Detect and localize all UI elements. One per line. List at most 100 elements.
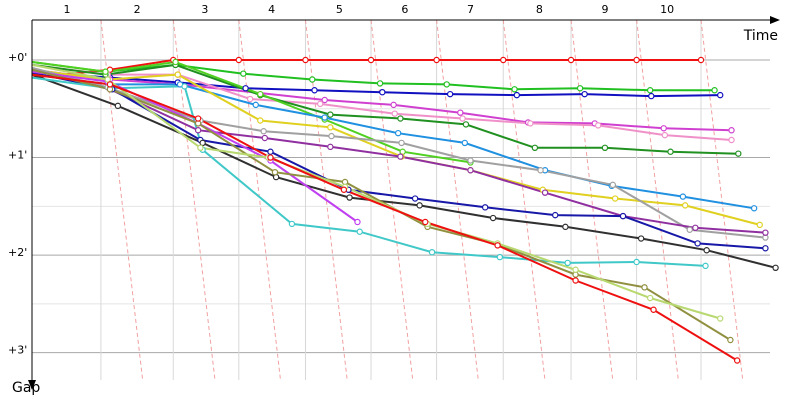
point xyxy=(397,115,404,122)
point xyxy=(500,56,507,64)
point xyxy=(302,56,309,64)
point xyxy=(267,154,274,161)
point xyxy=(422,218,429,226)
point xyxy=(242,85,249,92)
point xyxy=(309,76,316,83)
y-tick-label: +1' xyxy=(8,149,27,162)
point xyxy=(271,168,279,176)
point xyxy=(443,81,450,88)
point xyxy=(114,102,122,110)
point xyxy=(181,83,188,90)
point xyxy=(428,248,436,256)
point xyxy=(762,245,769,252)
point xyxy=(340,186,348,193)
point xyxy=(531,144,539,152)
point xyxy=(327,124,334,131)
point xyxy=(194,127,202,134)
lap-completion-line xyxy=(238,19,282,381)
point xyxy=(733,357,741,364)
point xyxy=(327,143,334,151)
y-axis-arrow xyxy=(28,380,36,390)
point xyxy=(633,258,640,266)
point xyxy=(750,205,758,212)
lap-completion-line xyxy=(304,19,348,381)
point xyxy=(288,220,296,228)
point xyxy=(703,247,710,254)
lap-completion-line xyxy=(700,19,744,381)
point xyxy=(692,224,699,232)
y-tick-label: +2' xyxy=(8,246,27,259)
point xyxy=(257,90,264,98)
point xyxy=(513,91,521,99)
point xyxy=(711,87,718,94)
x-tick-label: 7 xyxy=(467,3,474,16)
point xyxy=(735,150,742,157)
point xyxy=(481,204,489,211)
point xyxy=(496,253,504,261)
point xyxy=(494,242,501,249)
point xyxy=(257,117,264,124)
point xyxy=(321,114,328,121)
point xyxy=(390,101,397,109)
point xyxy=(609,181,617,189)
x-tick-label: 2 xyxy=(134,3,141,16)
series-line xyxy=(31,68,732,132)
series-line xyxy=(31,73,776,269)
point xyxy=(611,195,619,202)
point xyxy=(564,259,571,267)
point xyxy=(394,129,402,137)
point xyxy=(489,214,497,222)
point xyxy=(398,139,405,147)
y-tick-label: +3' xyxy=(8,344,27,357)
point xyxy=(648,92,655,100)
point xyxy=(681,202,689,209)
point xyxy=(411,195,419,202)
series-line xyxy=(31,76,706,267)
x-tick-label: 10 xyxy=(660,3,674,16)
point xyxy=(661,131,669,139)
point xyxy=(379,88,386,96)
point xyxy=(727,336,734,344)
point xyxy=(576,85,584,92)
point xyxy=(356,228,363,235)
point xyxy=(467,157,474,164)
point xyxy=(354,218,361,226)
point xyxy=(646,87,654,94)
point xyxy=(367,56,375,64)
point xyxy=(527,120,534,127)
point xyxy=(433,56,440,64)
series-line xyxy=(31,70,359,223)
lap-completion-line xyxy=(502,19,546,381)
point xyxy=(728,127,735,134)
point xyxy=(174,71,181,78)
point xyxy=(660,125,667,132)
point xyxy=(762,229,769,236)
point xyxy=(702,262,709,270)
point xyxy=(537,167,544,174)
point xyxy=(199,139,206,147)
x-tick-label: 5 xyxy=(336,3,343,16)
point xyxy=(461,139,469,147)
point xyxy=(240,70,247,77)
point xyxy=(567,56,575,64)
point xyxy=(376,80,384,87)
lap-completion-line xyxy=(172,19,216,381)
point xyxy=(311,87,318,94)
point xyxy=(172,58,179,66)
point xyxy=(646,294,654,302)
point xyxy=(641,284,648,291)
point xyxy=(252,101,259,109)
x-tick-label: 3 xyxy=(201,3,208,16)
point xyxy=(260,128,267,135)
point xyxy=(328,132,335,140)
point xyxy=(102,68,109,75)
y-tick-label: +0' xyxy=(8,51,27,64)
point xyxy=(650,306,657,313)
point xyxy=(694,240,701,247)
point xyxy=(197,144,204,152)
point xyxy=(511,86,518,93)
point xyxy=(552,211,559,219)
point xyxy=(194,115,202,122)
point xyxy=(104,76,111,83)
point xyxy=(637,235,645,242)
